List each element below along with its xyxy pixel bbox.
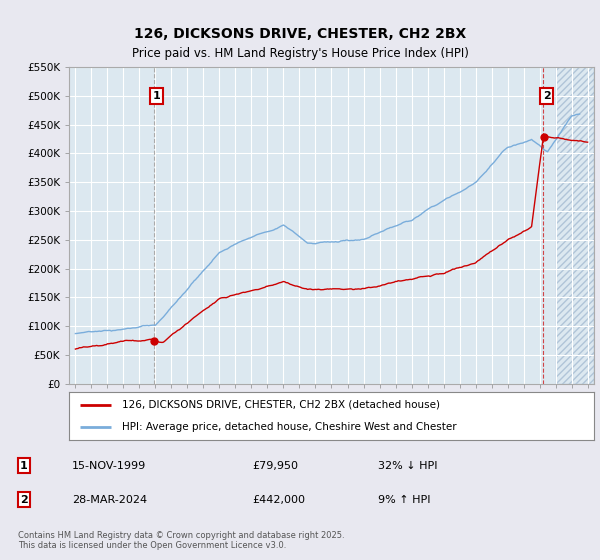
- Text: Contains HM Land Registry data © Crown copyright and database right 2025.
This d: Contains HM Land Registry data © Crown c…: [18, 530, 344, 550]
- Text: 126, DICKSONS DRIVE, CHESTER, CH2 2BX (detached house): 126, DICKSONS DRIVE, CHESTER, CH2 2BX (d…: [121, 400, 439, 410]
- Text: 15-NOV-1999: 15-NOV-1999: [72, 461, 146, 471]
- Text: £79,950: £79,950: [252, 461, 298, 471]
- Text: 1: 1: [20, 461, 28, 471]
- Text: 2: 2: [543, 91, 550, 101]
- Text: Price paid vs. HM Land Registry's House Price Index (HPI): Price paid vs. HM Land Registry's House …: [131, 46, 469, 60]
- Text: £442,000: £442,000: [252, 494, 305, 505]
- Text: 1: 1: [153, 91, 161, 101]
- Text: HPI: Average price, detached house, Cheshire West and Chester: HPI: Average price, detached house, Ches…: [121, 422, 456, 432]
- Text: 2: 2: [20, 494, 28, 505]
- Text: 32% ↓ HPI: 32% ↓ HPI: [378, 461, 437, 471]
- Text: 9% ↑ HPI: 9% ↑ HPI: [378, 494, 431, 505]
- Text: 126, DICKSONS DRIVE, CHESTER, CH2 2BX: 126, DICKSONS DRIVE, CHESTER, CH2 2BX: [134, 27, 466, 41]
- Text: 28-MAR-2024: 28-MAR-2024: [72, 494, 147, 505]
